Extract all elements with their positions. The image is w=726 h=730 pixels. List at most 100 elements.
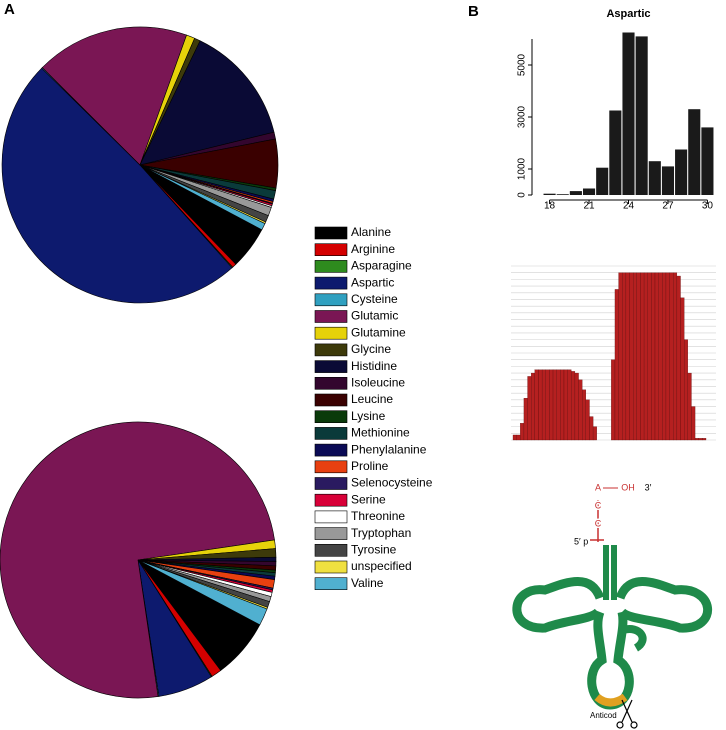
- pie-slice: [41, 26, 187, 166]
- pie-slice: [139, 40, 275, 166]
- legend-label: Cysteine: [351, 292, 398, 306]
- legend-label: Phenylalanine: [351, 442, 427, 456]
- legend-swatch: [314, 577, 348, 591]
- y-tick-label: 3000: [517, 105, 528, 128]
- bar: [694, 438, 699, 441]
- bar: [592, 426, 597, 441]
- legend-swatch: [314, 443, 348, 457]
- pie-slice: [0, 421, 275, 699]
- bar: [618, 272, 623, 441]
- bar: [543, 193, 556, 195]
- legend-swatch: [314, 510, 348, 524]
- bar: [688, 109, 701, 195]
- anticodon: [594, 693, 628, 707]
- bar: [563, 369, 568, 441]
- bar: [614, 289, 619, 441]
- bar: [648, 161, 661, 195]
- bar: [662, 272, 667, 441]
- legend-swatch: [314, 226, 348, 240]
- bar: [541, 369, 546, 441]
- bar: [552, 369, 557, 441]
- legend-swatch: [314, 527, 348, 540]
- coverage-chart: [511, 265, 716, 441]
- bar: [643, 272, 648, 441]
- bar: [582, 188, 596, 195]
- bar: [560, 369, 565, 441]
- bar: [567, 369, 572, 441]
- bar: [665, 272, 670, 441]
- bar: [633, 272, 637, 441]
- bar: [527, 376, 532, 441]
- d-arm: [512, 577, 605, 633]
- legend-swatch: [314, 360, 348, 373]
- bar: [622, 32, 635, 195]
- legend-swatch: [314, 310, 348, 323]
- legend-label: Leucine: [351, 392, 393, 406]
- legend-swatch: [314, 276, 348, 290]
- bar: [684, 339, 688, 441]
- bar: [556, 194, 569, 195]
- bar: [571, 371, 576, 441]
- x-tick-label: 30: [702, 201, 714, 212]
- panel-label: B: [468, 3, 479, 20]
- bar: [629, 272, 634, 441]
- bar: [512, 434, 517, 441]
- anticodon-label: Anticod: [590, 711, 617, 720]
- bar: [520, 423, 525, 441]
- legend-swatch: [314, 410, 348, 424]
- legend-label: Glutamine: [351, 325, 406, 339]
- legend-swatch: [314, 393, 348, 407]
- histogram: Aspartic 0 1000 3000 5000 18 21 24 27 30: [517, 8, 714, 212]
- bar: [609, 110, 622, 195]
- bar: [676, 275, 681, 441]
- bar: [625, 272, 630, 441]
- pies: [0, 26, 279, 699]
- legend-swatch: [314, 493, 348, 507]
- y-tick-label: 1000: [517, 157, 528, 180]
- legend-label: Serine: [351, 492, 386, 506]
- bar: [569, 191, 582, 195]
- bar: [574, 372, 579, 441]
- legend-swatch: [314, 293, 348, 307]
- scissors: [616, 699, 638, 729]
- bar: [640, 272, 645, 441]
- tail-line: [590, 500, 604, 542]
- variable-loop: [621, 625, 647, 652]
- legend-swatch: [314, 460, 348, 474]
- t-arm: [615, 577, 712, 633]
- x-tick-label: 24: [623, 201, 635, 212]
- bar: [585, 399, 590, 441]
- bar: [654, 272, 659, 441]
- panel-label: A: [4, 1, 15, 18]
- legend-label: Lysine: [351, 409, 386, 423]
- legend-label: Valine: [351, 576, 384, 590]
- bar: [680, 297, 685, 441]
- legend-label: Selenocysteine: [351, 476, 433, 490]
- legend-label: Isoleucine: [351, 375, 405, 389]
- bar: [582, 389, 586, 441]
- legend-label: Tryptophan: [351, 526, 411, 540]
- legend-swatch: [314, 343, 348, 357]
- legend-label: Proline: [351, 459, 389, 473]
- pie-slice: [139, 164, 266, 231]
- bar: [516, 434, 521, 441]
- legend-label: Glutamic: [351, 309, 398, 323]
- legend-label: Asparagine: [351, 259, 412, 273]
- nucleotide: A: [595, 482, 601, 492]
- nucleotide: C: [595, 518, 602, 528]
- legend-swatch: [314, 427, 348, 440]
- bar: [691, 406, 696, 441]
- bar: [687, 372, 692, 441]
- end-label: 3′: [645, 482, 652, 492]
- x-tick-label: 18: [544, 201, 556, 212]
- y-tick-label: 0: [517, 192, 528, 198]
- bar: [556, 369, 561, 441]
- bar: [549, 369, 554, 441]
- bar: [698, 438, 703, 441]
- bar: [673, 272, 678, 441]
- bar: [596, 167, 609, 195]
- legend-swatch: [314, 560, 348, 574]
- trna-diagram: A OH 3′ C C 5′ p Anticod: [512, 482, 712, 729]
- bar: [701, 127, 714, 195]
- legend-label: Tyrosine: [351, 542, 397, 556]
